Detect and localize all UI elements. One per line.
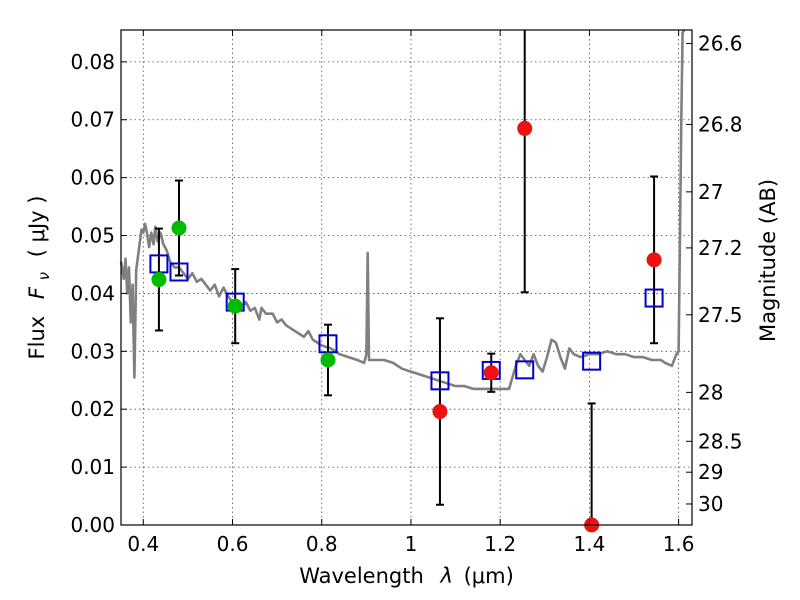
axis-ticks: 0.4 0.6 0.8 1 1.2 1.4 1.6 0.00 0.01 0.02 0.03 0.04 0… bbox=[70, 30, 743, 556]
model-photometry-square bbox=[430, 371, 450, 391]
magnitude-tick-label: 27.5 bbox=[698, 303, 743, 327]
y-axis-label: Flux F ν ( μJy ) bbox=[25, 196, 54, 360]
y-tick-label: 0.03 bbox=[70, 339, 115, 363]
model-spectrum-line bbox=[119, 29, 686, 391]
x-tick-label: 1 bbox=[405, 532, 418, 556]
magnitude-tick-label: 29 bbox=[698, 460, 723, 484]
model-photometry-square bbox=[318, 334, 338, 354]
magnitude-tick-label: 26.6 bbox=[698, 31, 743, 55]
magnitude-tick-label: 28.5 bbox=[698, 429, 743, 453]
magnitude-tick-label: 26.8 bbox=[698, 112, 743, 136]
observed-point-green bbox=[227, 298, 243, 314]
error-bar-layer bbox=[154, 30, 659, 525]
y-tick-label: 0.07 bbox=[70, 108, 115, 132]
observed-point-red bbox=[432, 404, 448, 420]
model-photometry-square bbox=[644, 288, 664, 308]
model-photometry-square bbox=[582, 351, 602, 371]
model-spectrum-layer bbox=[119, 29, 686, 391]
x-tick-label: 0.4 bbox=[127, 532, 159, 556]
observed-point-green bbox=[171, 220, 187, 236]
observed-points-layer bbox=[151, 120, 662, 533]
observed-point-green bbox=[320, 352, 336, 368]
magnitude-tick-label: 30 bbox=[698, 492, 723, 516]
y-tick-label: 0.00 bbox=[70, 513, 115, 537]
y-tick-label: 0.05 bbox=[70, 224, 115, 248]
y-tick-label: 0.06 bbox=[70, 166, 115, 190]
observed-point-green bbox=[151, 272, 167, 288]
y-tick-label: 0.08 bbox=[70, 50, 115, 74]
x-tick-label: 1.6 bbox=[663, 532, 695, 556]
x-tick-label: 1.4 bbox=[573, 532, 605, 556]
model-photometry-square bbox=[169, 262, 189, 282]
magnitude-tick-label: 27.2 bbox=[698, 236, 743, 260]
model-photometry-square bbox=[515, 360, 535, 380]
magnitude-tick-label: 28 bbox=[698, 380, 723, 404]
y-tick-label: 0.02 bbox=[70, 397, 115, 421]
grid-lines bbox=[121, 30, 692, 525]
observed-point-red bbox=[646, 252, 662, 268]
plot-area-frame bbox=[120, 29, 693, 526]
magnitude-axis-label: Magnitude (AB) bbox=[756, 179, 780, 342]
magnitude-tick-label: 27 bbox=[698, 180, 723, 204]
x-tick-label: 1.2 bbox=[484, 532, 516, 556]
y-tick-label: 0.01 bbox=[70, 455, 115, 479]
x-tick-label: 0.8 bbox=[306, 532, 338, 556]
x-axis-label: Wavelength λ (μm) bbox=[299, 564, 514, 588]
observed-point-red bbox=[483, 365, 499, 381]
observed-point-red bbox=[517, 120, 533, 136]
y-tick-label: 0.04 bbox=[70, 281, 115, 305]
x-tick-label: 0.6 bbox=[217, 532, 249, 556]
